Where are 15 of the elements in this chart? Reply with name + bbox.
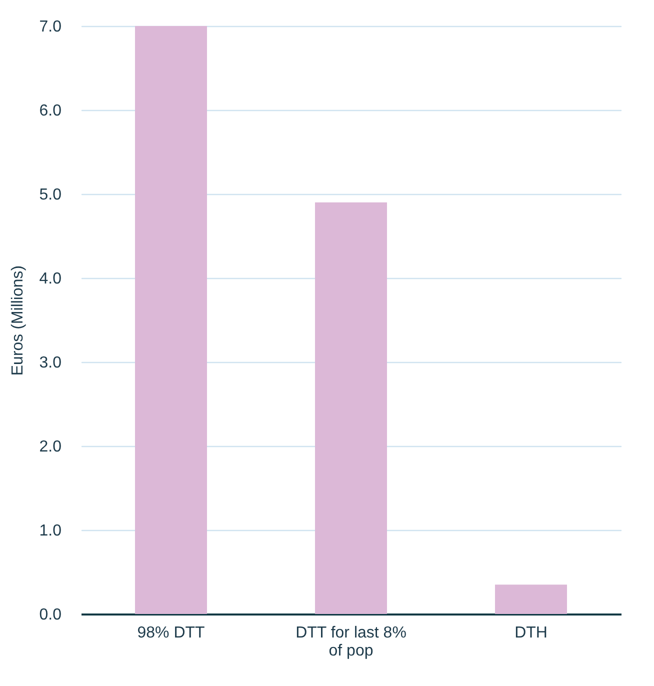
x-tick-label: DTT for last 8% of pop bbox=[296, 624, 406, 660]
y-tick-label: 4.0 bbox=[39, 270, 62, 288]
bar bbox=[495, 584, 567, 614]
y-tick-label: 3.0 bbox=[39, 354, 62, 372]
x-tick-label: 98% DTT bbox=[137, 624, 206, 642]
y-tick-label: 1.0 bbox=[39, 522, 62, 540]
y-tick-label: 7.0 bbox=[39, 18, 62, 36]
x-tick-label: DTH bbox=[514, 624, 548, 642]
bar bbox=[135, 26, 207, 614]
y-tick-label: 2.0 bbox=[39, 438, 62, 456]
y-tick-label: 6.0 bbox=[39, 102, 62, 120]
bar bbox=[315, 202, 387, 614]
y-tick-label: 5.0 bbox=[39, 186, 62, 204]
y-axis-title: Euros (Millions) bbox=[9, 265, 26, 376]
y-tick-label: 0.0 bbox=[39, 606, 62, 624]
